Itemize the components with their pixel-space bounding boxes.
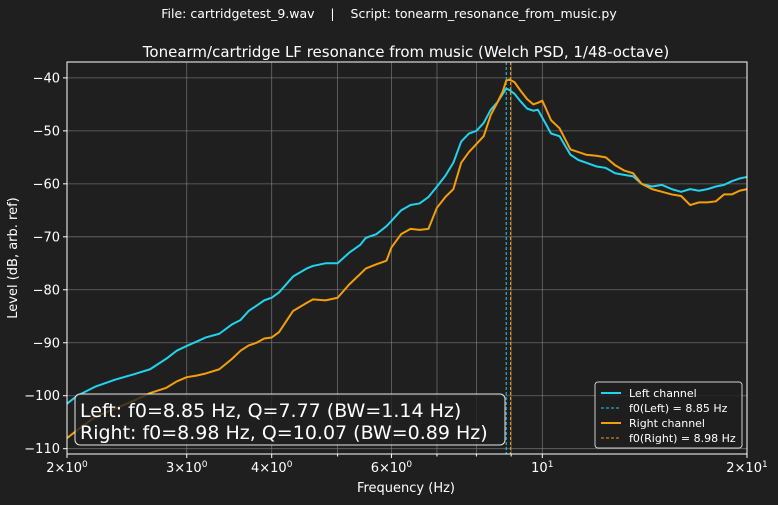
resonance-markers [505,62,512,454]
y-tick-label: −80 [33,283,60,298]
chart-title: Tonearm/cartridge LF resonance from musi… [142,43,669,61]
y-tick-label: −60 [33,177,60,192]
legend-label: Right channel [629,417,705,430]
annotation-line: Left: f0=8.85 Hz, Q=7.77 (BW=1.14 Hz) [80,400,461,422]
legend-box [594,381,743,449]
x-axis-label: Frequency (Hz) [357,481,455,496]
x-tick-label: 2×100 [46,460,88,476]
file-script-suptitle: File: cartridgetest_9.wav | Script: tone… [161,6,617,21]
series-line [66,78,748,439]
x-tick-label: 6×100 [371,460,413,476]
x-tick-label: 4×100 [251,460,293,476]
y-axis-label: Level (dB, arb. ref) [6,197,21,319]
legend-label: f0(Right) = 8.98 Hz [629,432,736,445]
y-tick-label: −90 [33,336,60,351]
y-tick-label: −70 [33,230,60,245]
axis-ticks: −110 −100 −90 −80 −70 −60 −50 −40 2×100 3×100 4×10… [24,71,767,476]
x-tick-label: 2×101 [726,460,767,476]
legend-label: f0(Left) = 8.85 Hz [629,402,728,415]
y-tick-label: −50 [33,124,60,139]
y-tick-label: −40 [33,71,60,86]
resonance-annotation: Left: f0=8.85 Hz, Q=7.77 (BW=1.14 Hz)Rig… [74,393,506,446]
annotation-box [74,393,506,446]
series-lines [66,78,748,439]
x-tick-label: 101 [531,460,553,476]
plot-frame [66,61,748,455]
legend-label: Left channel [629,387,697,400]
x-tick-label: 3×100 [166,460,208,476]
annotation-line: Right: f0=8.98 Hz, Q=10.07 (BW=0.89 Hz) [80,422,488,444]
y-tick-label: −110 [24,442,60,457]
y-tick-label: −100 [24,389,60,404]
legend: Left channel f0(Left) = 8.85 Hz Right chan… [594,381,743,449]
